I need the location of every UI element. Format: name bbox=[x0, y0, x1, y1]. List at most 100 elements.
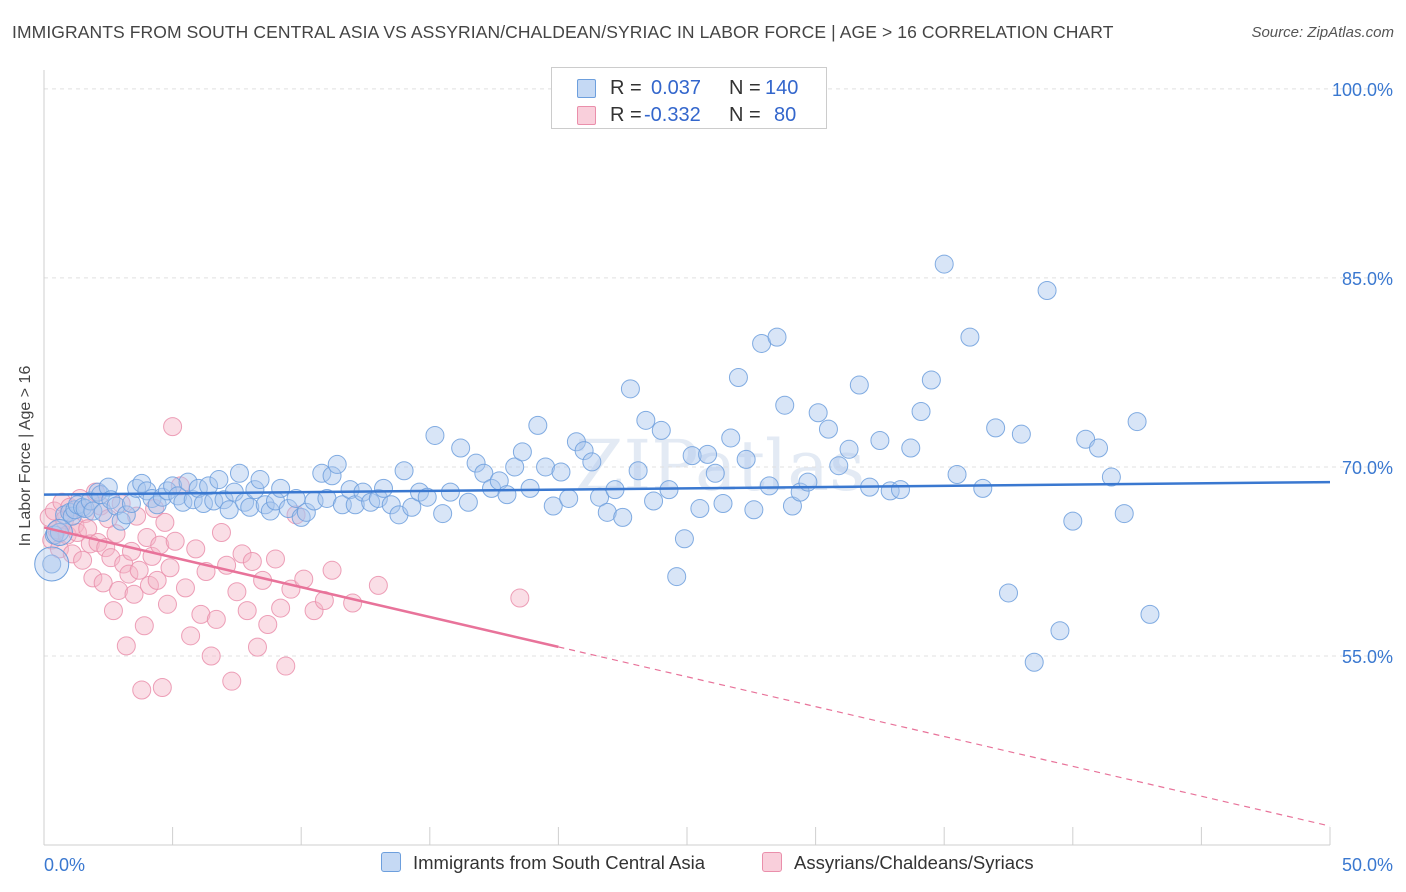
correlation-legend: R = 0.037 N = 140 R = -0.332 N = 80 bbox=[551, 67, 827, 129]
blue-point bbox=[42, 554, 62, 574]
legend-swatch-pink bbox=[577, 106, 596, 125]
blue-point bbox=[505, 457, 525, 477]
pink-point bbox=[132, 680, 152, 700]
pink-point bbox=[258, 614, 278, 634]
bottom-legend-swatch-pink bbox=[762, 852, 782, 872]
pink-point bbox=[157, 594, 177, 614]
blue-point bbox=[199, 476, 219, 496]
legend-swatch-blue bbox=[577, 79, 596, 98]
x-tick-label: 0.0% bbox=[44, 855, 85, 875]
blue-point bbox=[721, 428, 741, 448]
pink-point bbox=[129, 560, 149, 580]
blue-point bbox=[116, 505, 136, 525]
blue-point bbox=[829, 456, 849, 476]
blue-point bbox=[818, 419, 838, 439]
blue-point bbox=[551, 462, 571, 482]
blue-point bbox=[322, 466, 342, 486]
legend-r-label: R = bbox=[610, 77, 642, 99]
pink-trend-line-dashed bbox=[558, 646, 1331, 827]
blue-point bbox=[214, 490, 234, 510]
blue-point bbox=[245, 480, 265, 500]
pink-point bbox=[83, 568, 103, 588]
pink-point bbox=[368, 575, 388, 595]
blue-point bbox=[705, 463, 725, 483]
blue-point bbox=[728, 367, 748, 387]
pink-point bbox=[211, 522, 231, 542]
blue-point bbox=[849, 375, 869, 395]
pink-point bbox=[93, 573, 113, 593]
blue-point bbox=[394, 461, 414, 481]
pink-point bbox=[73, 550, 93, 570]
x-tick-label: 50.0% bbox=[1342, 855, 1393, 875]
blue-point bbox=[574, 441, 594, 461]
pink-trend-line bbox=[43, 526, 559, 649]
blue-point bbox=[255, 495, 275, 515]
blue-point bbox=[543, 496, 563, 516]
blue-point bbox=[947, 465, 967, 485]
blue-point bbox=[209, 470, 229, 490]
y-tick-label: 85.0% bbox=[1342, 269, 1393, 289]
blue-point bbox=[528, 415, 548, 435]
blue-point bbox=[1063, 511, 1083, 531]
pink-point bbox=[124, 584, 144, 604]
blue-point bbox=[83, 501, 103, 521]
pink-point bbox=[271, 598, 291, 618]
blue-point bbox=[240, 497, 260, 517]
blue-point bbox=[157, 481, 177, 501]
blue-point bbox=[674, 529, 694, 549]
pink-point bbox=[206, 609, 226, 629]
pink-point bbox=[152, 677, 172, 697]
blue-point bbox=[644, 491, 664, 511]
pink-point bbox=[181, 626, 201, 646]
legend-n-value-blue: 140 bbox=[765, 77, 799, 99]
pink-point bbox=[155, 512, 175, 532]
pink-point bbox=[165, 531, 185, 551]
blue-point bbox=[291, 507, 311, 527]
blue-point bbox=[1050, 621, 1070, 641]
blue-point bbox=[960, 327, 980, 347]
legend-row-pink: R = -0.332 N = 80 bbox=[552, 101, 826, 129]
blue-point bbox=[474, 463, 494, 483]
blue-point bbox=[698, 444, 718, 464]
blue-point bbox=[921, 370, 941, 390]
blue-point bbox=[60, 502, 80, 522]
blue-point bbox=[536, 457, 556, 477]
legend-row-blue: R = 0.037 N = 140 bbox=[552, 74, 826, 102]
blue-point bbox=[497, 485, 517, 505]
blue-point bbox=[934, 254, 954, 274]
blue-point bbox=[890, 480, 910, 500]
blue-point bbox=[736, 449, 756, 469]
blue-point bbox=[327, 454, 347, 474]
blue-point-large bbox=[34, 546, 70, 582]
pink-point bbox=[163, 417, 183, 437]
pink-point bbox=[116, 636, 136, 656]
blue-point-large bbox=[45, 518, 73, 546]
blue-point bbox=[271, 478, 291, 498]
pink-point bbox=[227, 582, 247, 602]
pink-point bbox=[147, 570, 167, 590]
pink-point bbox=[247, 637, 267, 657]
pink-point bbox=[232, 544, 252, 564]
blue-point bbox=[229, 463, 249, 483]
pink-point bbox=[175, 578, 195, 598]
bottom-legend-pink: Assyrians/Chaldeans/Syriacs bbox=[762, 852, 1034, 874]
blue-point bbox=[1089, 438, 1109, 458]
blue-point bbox=[690, 499, 710, 519]
pink-point bbox=[160, 558, 180, 578]
blue-point bbox=[178, 472, 198, 492]
pink-point bbox=[109, 580, 129, 600]
blue-point bbox=[1024, 652, 1044, 672]
blue-point bbox=[713, 493, 733, 513]
blue-point bbox=[667, 567, 687, 587]
blue-point bbox=[999, 583, 1018, 603]
blue-point bbox=[986, 418, 1006, 438]
blue-point bbox=[458, 492, 478, 512]
blue-point bbox=[901, 438, 921, 458]
blue-point bbox=[628, 461, 648, 481]
blue-point bbox=[744, 500, 764, 520]
blue-point bbox=[808, 403, 828, 423]
blue-point bbox=[582, 452, 602, 472]
pink-point bbox=[322, 560, 342, 580]
pink-point bbox=[265, 549, 285, 569]
blue-point bbox=[381, 495, 401, 515]
